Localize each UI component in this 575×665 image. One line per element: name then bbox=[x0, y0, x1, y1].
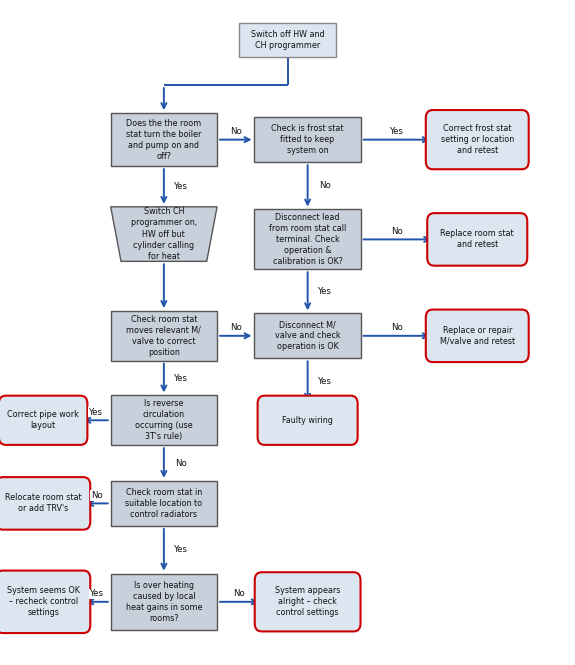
FancyBboxPatch shape bbox=[0, 571, 90, 633]
Text: Yes: Yes bbox=[318, 376, 332, 386]
FancyBboxPatch shape bbox=[0, 477, 90, 529]
Text: Switch CH
programmer on,
HW off but
cylinder calling
for heat: Switch CH programmer on, HW off but cyli… bbox=[131, 207, 197, 261]
Text: Yes: Yes bbox=[174, 545, 188, 555]
Polygon shape bbox=[110, 207, 217, 261]
Text: No: No bbox=[230, 127, 241, 136]
Text: Check room stat
moves relevant M/
valve to correct
position: Check room stat moves relevant M/ valve … bbox=[126, 315, 201, 357]
Text: Yes: Yes bbox=[89, 408, 102, 417]
FancyBboxPatch shape bbox=[0, 396, 87, 445]
Text: Replace or repair
M/valve and retest: Replace or repair M/valve and retest bbox=[440, 326, 515, 346]
Text: Disconnect lead
from room stat call
terminal. Check
operation &
calibration is O: Disconnect lead from room stat call term… bbox=[269, 213, 346, 266]
FancyBboxPatch shape bbox=[110, 481, 217, 526]
FancyBboxPatch shape bbox=[110, 311, 217, 360]
FancyBboxPatch shape bbox=[254, 209, 361, 269]
Text: Correct frost stat
setting or location
and retest: Correct frost stat setting or location a… bbox=[440, 124, 514, 155]
Text: Yes: Yes bbox=[90, 589, 104, 599]
Text: No: No bbox=[175, 458, 187, 467]
FancyBboxPatch shape bbox=[426, 110, 529, 169]
FancyBboxPatch shape bbox=[426, 310, 529, 362]
Text: Is reverse
circulation
occurring (use
3T's rule): Is reverse circulation occurring (use 3T… bbox=[135, 399, 193, 442]
Text: No: No bbox=[230, 323, 241, 332]
Text: System appears
alright – check
control settings: System appears alright – check control s… bbox=[275, 587, 340, 617]
Text: No: No bbox=[391, 323, 402, 332]
Text: No: No bbox=[392, 227, 403, 236]
Text: Does the the room
stat turn the boiler
and pump on and
off?: Does the the room stat turn the boiler a… bbox=[126, 118, 202, 161]
FancyBboxPatch shape bbox=[239, 23, 336, 57]
FancyBboxPatch shape bbox=[258, 396, 358, 445]
Text: Replace room stat
and retest: Replace room stat and retest bbox=[440, 229, 514, 249]
Text: System seems OK
– recheck control
settings: System seems OK – recheck control settin… bbox=[7, 587, 79, 617]
Text: Yes: Yes bbox=[174, 182, 188, 191]
FancyBboxPatch shape bbox=[110, 113, 217, 166]
FancyBboxPatch shape bbox=[427, 213, 527, 265]
Text: No: No bbox=[319, 182, 331, 190]
Text: Check room stat in
suitable location to
control radiators: Check room stat in suitable location to … bbox=[125, 488, 202, 519]
Text: Relocate room stat
or add TRV's: Relocate room stat or add TRV's bbox=[5, 493, 82, 513]
Text: No: No bbox=[91, 491, 103, 500]
Text: Faulty wiring: Faulty wiring bbox=[282, 416, 333, 425]
FancyBboxPatch shape bbox=[254, 313, 361, 358]
Text: Check is frost stat
fitted to keep
system on: Check is frost stat fitted to keep syste… bbox=[271, 124, 344, 155]
FancyBboxPatch shape bbox=[110, 573, 217, 630]
Text: No: No bbox=[233, 589, 245, 599]
FancyBboxPatch shape bbox=[254, 117, 361, 162]
Text: Is over heating
caused by local
heat gains in some
rooms?: Is over heating caused by local heat gai… bbox=[125, 581, 202, 623]
Text: Yes: Yes bbox=[390, 127, 404, 136]
Text: Disconnect M/
valve and check
operation is OK: Disconnect M/ valve and check operation … bbox=[275, 321, 340, 351]
Text: Yes: Yes bbox=[318, 287, 332, 296]
Text: Correct pipe work
layout: Correct pipe work layout bbox=[7, 410, 79, 430]
FancyBboxPatch shape bbox=[110, 395, 217, 446]
Text: Yes: Yes bbox=[174, 374, 188, 382]
Text: Switch off HW and
CH programmer: Switch off HW and CH programmer bbox=[251, 30, 324, 50]
FancyBboxPatch shape bbox=[255, 572, 361, 632]
